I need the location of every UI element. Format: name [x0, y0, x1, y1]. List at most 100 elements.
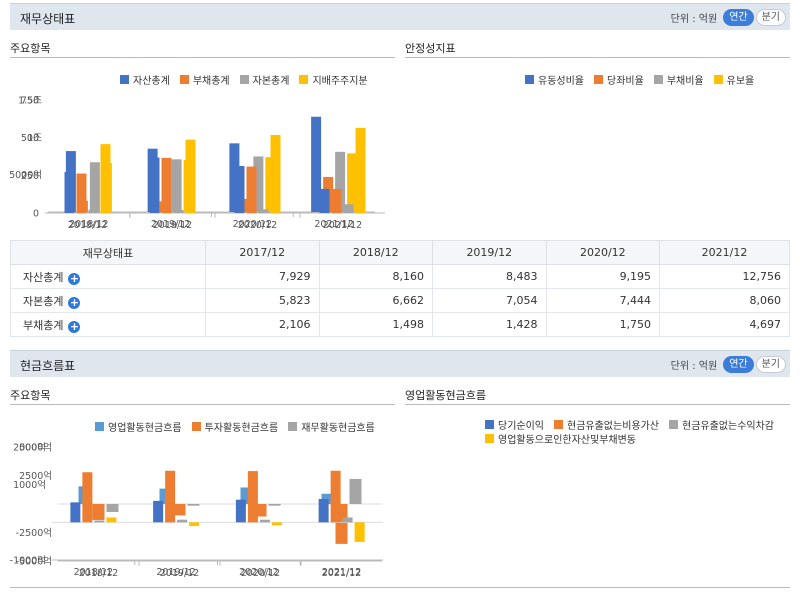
row-label: 부채총계 +	[10, 312, 206, 337]
legend-item[interactable]: 부채비율	[653, 72, 704, 87]
bar[interactable]	[89, 162, 100, 212]
legend-swatch	[594, 74, 603, 84]
legend-swatch	[525, 74, 534, 84]
bar[interactable]	[88, 209, 99, 213]
x-tick-label: 2018/12	[68, 220, 107, 231]
bar[interactable]	[247, 471, 258, 523]
bar[interactable]	[253, 156, 264, 212]
bar[interactable]	[187, 504, 200, 506]
bar[interactable]	[173, 209, 184, 213]
legend-swatch	[554, 419, 563, 429]
x-tick-label: 2019/12	[151, 219, 190, 230]
expand-plus-icon[interactable]: +	[68, 271, 81, 285]
stability-chart: 안정성지표 유동성비율 당좌비율 부채비율 유보율 0 250 500 750 2018/12 20…	[21, 40, 790, 235]
bar[interactable]	[177, 519, 188, 523]
legend-item[interactable]: 현금유출없는비용가산	[554, 417, 659, 432]
table-header-row: 재무상태표 2017/12 2018/12 2019/12 2020/12 20…	[10, 240, 790, 265]
bar[interactable]	[311, 116, 322, 212]
legend-item[interactable]: 지배주주지분	[299, 72, 368, 87]
legend-item[interactable]: 재무활동현금흐름	[288, 419, 375, 434]
legend-item[interactable]: 당좌비율	[594, 72, 644, 87]
bar[interactable]	[319, 188, 330, 213]
table-cell: 1,498	[318, 312, 434, 337]
bar[interactable]	[165, 470, 176, 523]
legend-label: 당좌비율	[607, 75, 644, 87]
bar[interactable]	[94, 520, 105, 523]
row-label: 자본총계 +	[10, 288, 206, 313]
bar[interactable]	[246, 166, 257, 213]
legend-item[interactable]: 투자활동현금흐름	[191, 419, 278, 434]
legend-item[interactable]: 현금유출없는수익차감	[669, 417, 774, 432]
annual-toggle-button[interactable]: 연간	[723, 355, 754, 373]
bar[interactable]	[235, 499, 246, 523]
bar[interactable]	[347, 153, 358, 212]
bar[interactable]	[335, 151, 346, 212]
bar[interactable]	[354, 522, 365, 542]
bar[interactable]	[229, 143, 240, 212]
x-tick-label: 2019/12	[153, 220, 192, 231]
legend-swatch	[179, 74, 189, 84]
bar[interactable]	[318, 498, 329, 523]
x-tick-label: 2021/12	[314, 219, 353, 230]
bar[interactable]	[258, 209, 269, 213]
y-tick-label: 5000억	[9, 169, 42, 181]
bar[interactable]	[82, 472, 93, 523]
bar[interactable]	[171, 159, 182, 212]
expand-plus-icon[interactable]: +	[68, 295, 81, 309]
x-tick-label: 2018/12	[74, 567, 113, 578]
bar[interactable]	[270, 134, 281, 213]
bar[interactable]	[189, 522, 200, 527]
bar[interactable]	[268, 504, 281, 506]
annual-toggle-button[interactable]: 연간	[723, 8, 754, 26]
unit-toggle: 단위 : 억원 연간 분기	[671, 8, 786, 26]
bar[interactable]	[331, 188, 342, 213]
legend-swatch	[120, 74, 129, 84]
bar[interactable]	[92, 504, 105, 520]
bar[interactable]	[234, 165, 245, 213]
legend-item[interactable]: 영업활동현금흐름	[95, 419, 182, 434]
bar[interactable]	[153, 500, 164, 523]
x-tick-label: 2019/12	[156, 567, 195, 578]
bar[interactable]	[241, 198, 252, 212]
legend-swatch	[669, 419, 678, 429]
y-tick-label: -1000억	[10, 555, 46, 567]
bar[interactable]	[265, 157, 276, 212]
legend-label: 부채비율	[666, 75, 704, 87]
quarter-toggle-button[interactable]: 분기	[755, 355, 786, 373]
bar[interactable]	[259, 519, 270, 523]
bar[interactable]	[349, 478, 362, 504]
bar[interactable]	[355, 127, 366, 213]
bar[interactable]	[64, 172, 75, 213]
legend-item[interactable]: 유보율	[713, 72, 754, 87]
legend-item[interactable]: 자산총계	[120, 72, 170, 87]
chart-title-underline	[405, 57, 790, 58]
legend-label: 영업활동현금흐름	[108, 422, 182, 434]
bar[interactable]	[106, 517, 117, 523]
bar[interactable]	[161, 157, 172, 213]
bar[interactable]	[343, 204, 354, 213]
legend-item[interactable]: 영업활동으로인한자산및부채변동	[485, 431, 636, 446]
bar[interactable]	[342, 517, 353, 523]
bar[interactable]	[330, 470, 341, 523]
x-tick-label: 2019/12	[160, 568, 199, 579]
x-tick-label: 2020/12	[239, 567, 278, 578]
bar[interactable]	[149, 157, 160, 213]
legend-item[interactable]: 부채총계	[179, 72, 230, 87]
legend-item[interactable]: 당기순이익	[485, 417, 544, 432]
legend-label: 자산총계	[133, 75, 170, 87]
table-row: 자산총계 + 7,929 8,160 8,483 9,195 12,756	[10, 264, 790, 289]
y-tick-label: 500	[21, 133, 39, 144]
bar[interactable]	[70, 502, 81, 523]
bar[interactable]	[173, 504, 186, 516]
bar[interactable]	[76, 173, 87, 213]
legend-item[interactable]: 유동성비율	[525, 72, 584, 87]
bar[interactable]	[185, 139, 196, 213]
legend-item[interactable]: 자본총계	[239, 72, 289, 87]
bar[interactable]	[271, 522, 282, 526]
bar[interactable]	[321, 493, 334, 504]
expand-plus-icon[interactable]: +	[68, 319, 81, 333]
bar[interactable]	[100, 144, 111, 213]
chart-plot: -1000억 1000억 2000억 2018/12 2019/12 2020/12 202…	[10, 442, 383, 578]
quarter-toggle-button[interactable]: 분기	[755, 8, 786, 26]
bar[interactable]	[106, 504, 119, 512]
